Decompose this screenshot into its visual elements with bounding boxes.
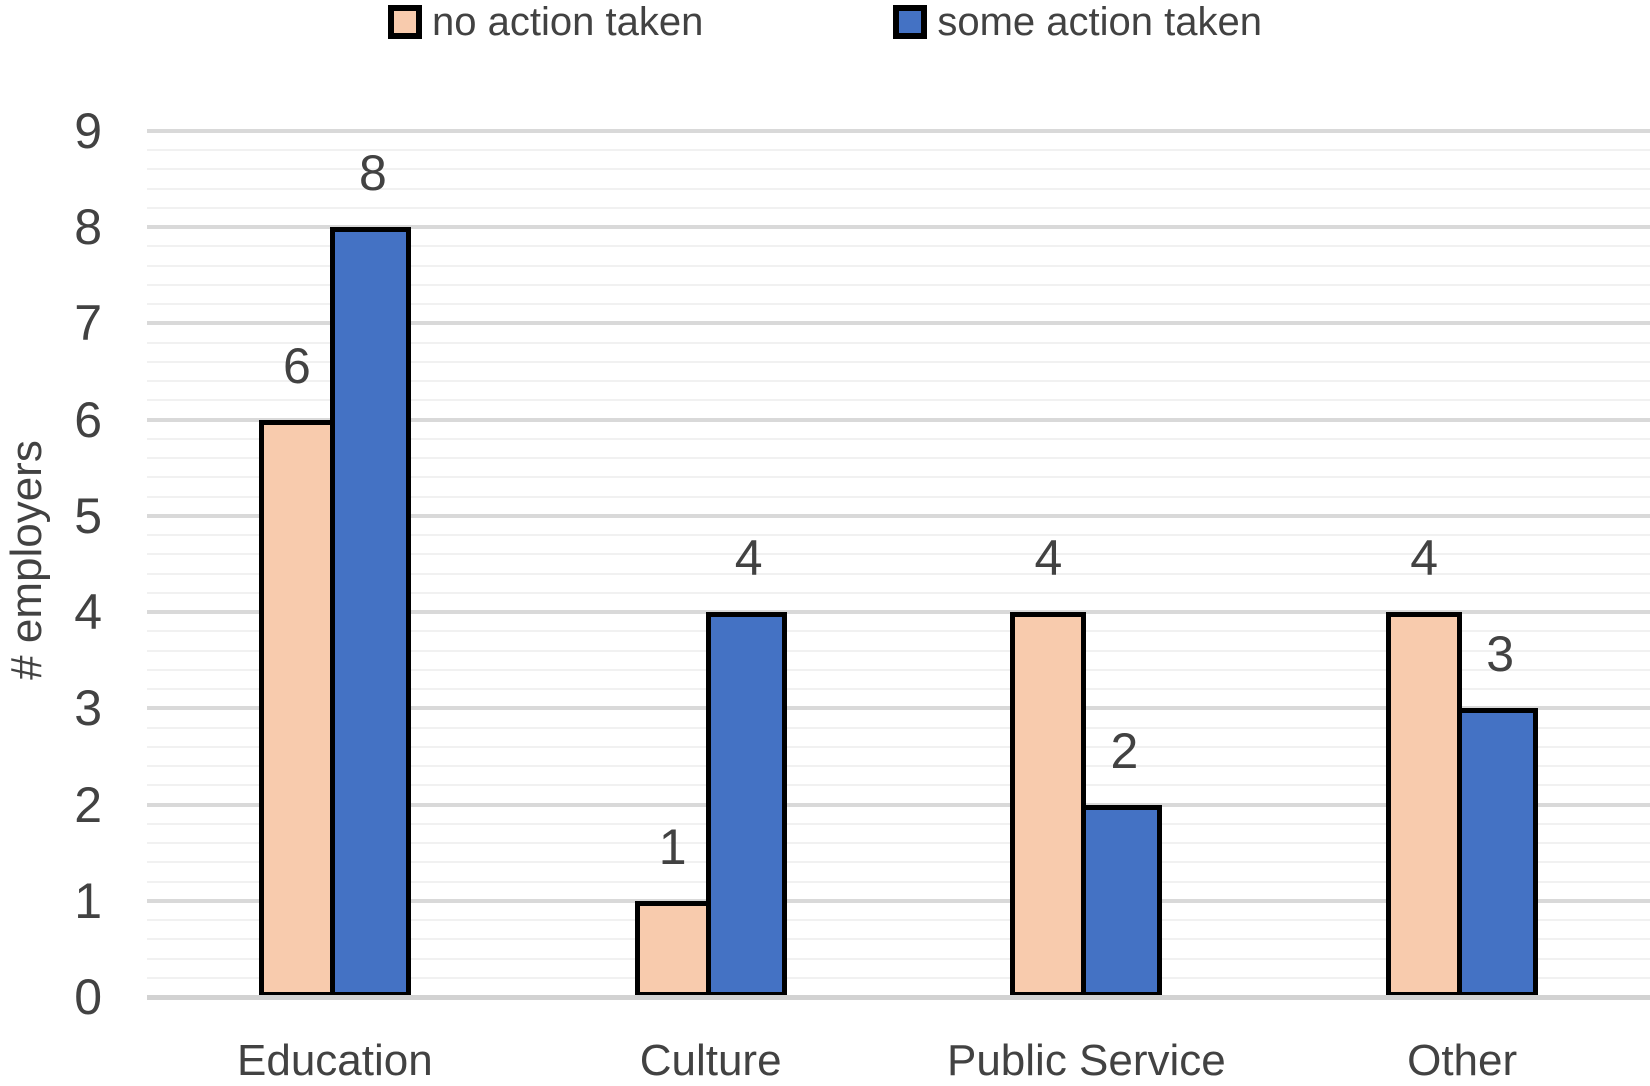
bar-no-action-taken-public-service: [1010, 612, 1087, 997]
major-gridline: [147, 321, 1650, 326]
bar-some-action-taken-other: [1457, 708, 1539, 997]
y-tick-label: 7: [74, 295, 102, 352]
minor-gridline: [147, 534, 1650, 537]
y-tick-label: 4: [74, 584, 102, 641]
minor-gridline: [147, 457, 1650, 460]
y-tick-label: 8: [74, 199, 102, 256]
legend-label-no-action: no action taken: [432, 0, 704, 44]
category-label-culture: Culture: [639, 1036, 782, 1085]
category-label-education: Education: [237, 1036, 433, 1085]
minor-gridline: [147, 688, 1650, 691]
bar-some-action-taken-public-service: [1081, 805, 1163, 997]
plot-area: 6 8 Education 1 4 Culture 4 2 Public Service 4 3 Ot…: [147, 129, 1650, 1085]
minor-gridline: [147, 765, 1650, 768]
minor-gridline: [147, 591, 1650, 594]
minor-gridline: [147, 168, 1650, 171]
bar-some-action-taken-culture: [705, 612, 787, 997]
major-gridline: [147, 802, 1650, 807]
category-label-other: Other: [1407, 1036, 1518, 1085]
minor-gridline: [147, 187, 1650, 190]
minor-gridline: [147, 726, 1650, 729]
minor-gridline: [147, 861, 1650, 864]
minor-gridline: [147, 572, 1650, 575]
data-label-culture-some-action-taken: 4: [734, 530, 763, 586]
minor-gridline: [147, 822, 1650, 825]
minor-gridline: [147, 976, 1650, 979]
chart-legend: no action taken some action taken: [0, 0, 1650, 44]
minor-gridline: [147, 630, 1650, 633]
minor-gridline: [147, 206, 1650, 209]
bar-no-action-taken-education: [258, 420, 335, 997]
minor-gridline: [147, 842, 1650, 845]
data-label-other-no-action-taken: 4: [1410, 530, 1439, 586]
x-axis-line: [147, 994, 1650, 1000]
data-label-education-some-action-taken: 8: [358, 145, 387, 201]
minor-gridline: [147, 245, 1650, 248]
major-gridline: [147, 513, 1650, 518]
minor-gridline: [147, 303, 1650, 306]
major-gridline: [147, 417, 1650, 422]
major-gridline: [147, 610, 1650, 615]
minor-gridline: [147, 264, 1650, 267]
minor-gridline: [147, 495, 1650, 498]
minor-gridline: [147, 149, 1650, 152]
y-tick-label: 2: [74, 776, 102, 833]
minor-gridline: [147, 938, 1650, 941]
data-label-culture-no-action-taken: 1: [658, 819, 687, 875]
minor-gridline: [147, 476, 1650, 479]
major-gridline: [147, 225, 1650, 230]
minor-gridline: [147, 649, 1650, 652]
major-gridline: [147, 129, 1650, 133]
minor-gridline: [147, 919, 1650, 922]
bar-some-action-taken-education: [329, 227, 411, 997]
y-axis-tick-labels: 0 1 2 3 4 5 6 7 8 9: [0, 103, 102, 1025]
minor-gridline: [147, 437, 1650, 440]
minor-gridline: [147, 341, 1650, 344]
bar-no-action-taken-culture: [634, 901, 711, 997]
minor-gridline: [147, 380, 1650, 383]
major-gridline: [147, 706, 1650, 711]
data-label-public-service-no-action-taken: 4: [1034, 530, 1063, 586]
legend-item-some-action: some action taken: [893, 0, 1262, 44]
legend-swatch-no-action-icon: [388, 5, 423, 39]
minor-gridline: [147, 283, 1650, 286]
data-label-other-some-action-taken: 3: [1486, 626, 1515, 682]
minor-gridline: [147, 399, 1650, 402]
minor-gridline: [147, 880, 1650, 883]
y-tick-label: 3: [74, 680, 102, 737]
minor-gridline: [147, 957, 1650, 960]
data-label-education-no-action-taken: 6: [282, 338, 311, 394]
data-label-public-service-some-action-taken: 2: [1110, 723, 1139, 779]
legend-label-some-action: some action taken: [937, 0, 1262, 44]
legend-item-no-action: no action taken: [388, 0, 703, 44]
minor-gridline: [147, 668, 1650, 671]
minor-gridline: [147, 360, 1650, 363]
minor-gridline: [147, 553, 1650, 556]
y-tick-label: 6: [74, 391, 102, 448]
minor-gridline: [147, 745, 1650, 748]
major-gridline: [147, 898, 1650, 903]
y-tick-label: 9: [74, 103, 102, 159]
minor-gridline: [147, 784, 1650, 787]
y-tick-label: 5: [74, 487, 102, 544]
y-tick-label: 0: [74, 969, 102, 1025]
legend-swatch-some-action-icon: [893, 5, 928, 39]
category-label-public-service: Public Service: [946, 1036, 1226, 1085]
y-tick-label: 1: [74, 872, 102, 929]
